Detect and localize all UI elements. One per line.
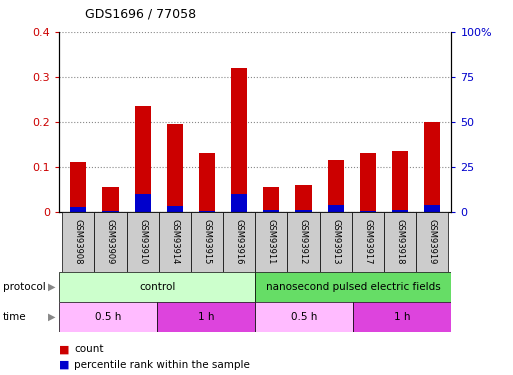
Text: GSM93918: GSM93918: [396, 219, 404, 265]
Bar: [167, 207, 183, 212]
Bar: [255, 212, 287, 272]
Text: GSM93919: GSM93919: [428, 219, 437, 265]
Bar: [159, 212, 191, 272]
Bar: [199, 153, 215, 212]
Bar: [94, 212, 127, 272]
Bar: [59, 272, 255, 302]
Bar: [352, 212, 384, 272]
Bar: [70, 162, 86, 212]
Bar: [134, 194, 151, 212]
Bar: [191, 212, 223, 272]
Text: GSM93912: GSM93912: [299, 219, 308, 265]
Text: 1 h: 1 h: [394, 312, 410, 322]
Bar: [223, 212, 255, 272]
Bar: [59, 302, 157, 332]
Bar: [70, 207, 86, 212]
Text: time: time: [3, 312, 26, 322]
Text: 0.5 h: 0.5 h: [291, 312, 318, 322]
Text: GSM93911: GSM93911: [267, 219, 276, 265]
Bar: [199, 211, 215, 212]
Text: GSM93909: GSM93909: [106, 219, 115, 265]
Text: nanosecond pulsed electric fields: nanosecond pulsed electric fields: [266, 282, 441, 292]
Text: GSM93917: GSM93917: [363, 219, 372, 265]
Bar: [263, 210, 280, 212]
Bar: [295, 210, 311, 212]
Bar: [127, 212, 159, 272]
Text: ■: ■: [59, 360, 69, 369]
Bar: [263, 187, 280, 212]
Text: count: count: [74, 345, 104, 354]
Bar: [295, 185, 311, 212]
Text: ▶: ▶: [48, 282, 55, 292]
Bar: [255, 272, 451, 302]
Text: GSM93914: GSM93914: [170, 219, 180, 265]
Bar: [328, 205, 344, 212]
Bar: [320, 212, 352, 272]
Bar: [360, 153, 376, 212]
Bar: [62, 212, 94, 272]
Text: GSM93915: GSM93915: [203, 219, 211, 265]
Text: protocol: protocol: [3, 282, 45, 292]
Bar: [424, 122, 440, 212]
Bar: [231, 194, 247, 212]
Bar: [360, 211, 376, 212]
Text: control: control: [139, 282, 175, 292]
Bar: [134, 106, 151, 212]
Bar: [255, 302, 353, 332]
Text: 0.5 h: 0.5 h: [95, 312, 121, 322]
Bar: [392, 151, 408, 212]
Bar: [384, 212, 416, 272]
Bar: [157, 302, 255, 332]
Bar: [424, 205, 440, 212]
Bar: [328, 160, 344, 212]
Text: GSM93913: GSM93913: [331, 219, 340, 265]
Text: ■: ■: [59, 345, 69, 354]
Text: GSM93908: GSM93908: [74, 219, 83, 265]
Text: GSM93910: GSM93910: [138, 219, 147, 265]
Bar: [287, 212, 320, 272]
Bar: [103, 187, 119, 212]
Text: GSM93916: GSM93916: [234, 219, 244, 265]
Bar: [103, 211, 119, 212]
Bar: [231, 68, 247, 212]
Bar: [416, 212, 448, 272]
Text: ▶: ▶: [48, 312, 55, 322]
Text: percentile rank within the sample: percentile rank within the sample: [74, 360, 250, 369]
Bar: [392, 210, 408, 212]
Text: GDS1696 / 77058: GDS1696 / 77058: [85, 8, 196, 21]
Text: 1 h: 1 h: [198, 312, 214, 322]
Bar: [167, 124, 183, 212]
Bar: [353, 302, 451, 332]
